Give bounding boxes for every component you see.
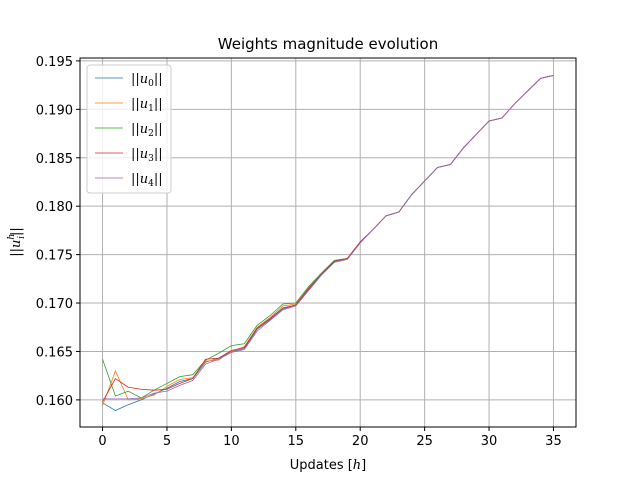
legend-entry-label: ||u2||: [131, 122, 163, 139]
x-tick-label: 10: [223, 434, 240, 449]
plot-frame: [79, 57, 577, 428]
series-line-u4: [102, 75, 554, 400]
grid: [80, 58, 576, 427]
y-tick-label: 0.190: [36, 103, 73, 118]
y-tick-label: 0.195: [36, 55, 73, 70]
legend-entry-label: ||u3||: [131, 147, 163, 164]
series-group: [102, 75, 554, 411]
x-tick-label: 35: [545, 434, 562, 449]
legend-entry-label: ||u1||: [131, 97, 163, 114]
y-tick-label: 0.180: [36, 200, 73, 215]
x-tick-label: 0: [98, 434, 106, 449]
y-tick-label: 0.165: [36, 345, 73, 360]
y-tick-label: 0.175: [36, 249, 73, 264]
x-axis-label: Updates [h]: [290, 458, 367, 473]
axis-ticks: 0 5 10 15 20 25 30 35 0.160 0.165 0.170 0.175 0.180 0…: [36, 55, 562, 449]
x-tick-label: 20: [352, 434, 369, 449]
legend-box: [86, 64, 172, 194]
x-tick-label: 25: [416, 434, 433, 449]
legend-entry-label: ||u4||: [131, 172, 163, 189]
chart-title: Weights magnitude evolution: [218, 35, 438, 53]
x-tick-label: 15: [288, 434, 305, 449]
y-tick-label: 0.160: [36, 394, 73, 409]
x-tick-label: 5: [163, 434, 171, 449]
y-axis-label: ||uhi||: [7, 227, 27, 257]
y-tick-label: 0.170: [36, 297, 73, 312]
legend-entry-label: ||u0||: [131, 72, 163, 89]
x-tick-label: 30: [481, 434, 498, 449]
y-tick-label: 0.185: [36, 152, 73, 167]
legend: ||u0|| ||u1|| ||u2|| ||u3|| ||u4||: [86, 64, 172, 194]
